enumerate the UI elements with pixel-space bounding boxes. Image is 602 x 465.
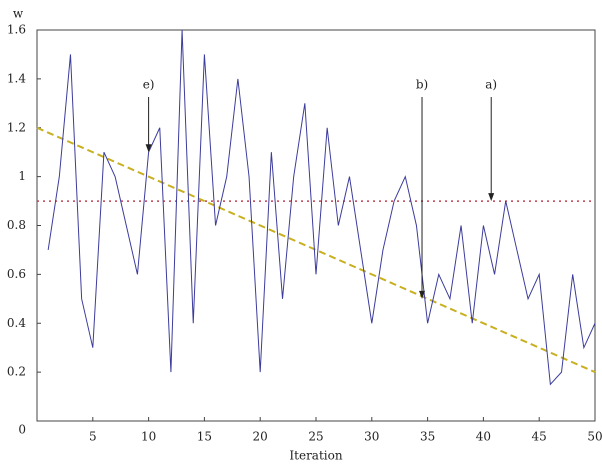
y-tick-label: 1: [18, 169, 26, 183]
x-tick-label: 50: [587, 430, 602, 444]
x-tick-label: 25: [308, 430, 323, 444]
chart: w Iteration 0 0.2 0.4 0.6 0.8 1 1.2 1.4 1.6 5 10 15…: [0, 0, 602, 465]
x-tick-label: 10: [141, 430, 156, 444]
y-tick-label: 1.4: [7, 71, 26, 85]
x-tick-label: 20: [253, 430, 268, 444]
x-axis-label: Iteration: [289, 449, 342, 463]
arrow-head: [488, 193, 494, 201]
y-tick-label: 0.4: [7, 316, 26, 330]
y-tick-label: 0.2: [7, 365, 26, 379]
x-tick-label: 45: [532, 430, 547, 444]
x-tick-label: 30: [364, 430, 379, 444]
y-tick-label: 0.6: [7, 267, 26, 281]
y-axis-label: w: [13, 7, 24, 21]
y-tick-label: 1.6: [7, 23, 26, 37]
annotation-label: a): [485, 78, 497, 92]
annotation-label: e): [143, 78, 155, 92]
trend-line: [37, 128, 595, 372]
x-tick-label: 40: [476, 430, 491, 444]
y-tick-label: 0.8: [7, 218, 26, 232]
y-tick-label: 1.2: [7, 120, 26, 134]
y-tick-label: 0: [18, 423, 26, 437]
data-line: [48, 30, 595, 384]
x-tick-label: 35: [420, 430, 435, 444]
x-tick-label: 5: [89, 430, 97, 444]
annotation-label: b): [416, 78, 428, 92]
x-tick-label: 15: [197, 430, 212, 444]
